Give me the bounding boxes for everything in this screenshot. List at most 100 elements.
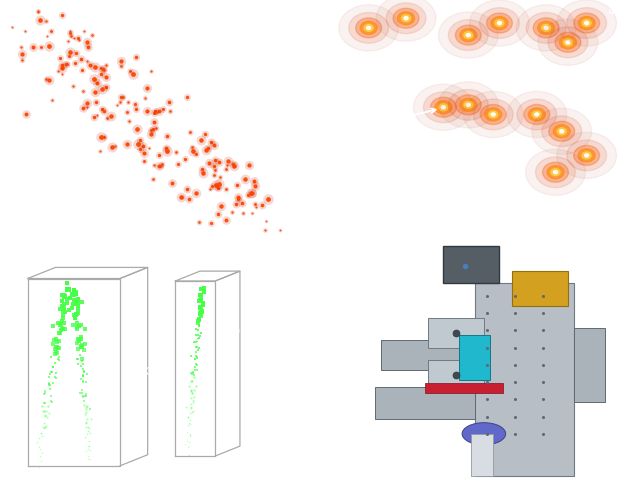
- FancyBboxPatch shape: [375, 387, 474, 419]
- Circle shape: [532, 112, 541, 119]
- Circle shape: [547, 166, 564, 180]
- Circle shape: [567, 141, 607, 171]
- Circle shape: [544, 27, 548, 30]
- Circle shape: [449, 90, 488, 121]
- Circle shape: [532, 109, 592, 155]
- Text: 50 nm: 50 nm: [524, 234, 555, 244]
- Circle shape: [364, 25, 373, 32]
- Text: Y: Y: [163, 330, 170, 341]
- Circle shape: [376, 0, 436, 42]
- Circle shape: [480, 105, 506, 125]
- Circle shape: [573, 146, 600, 166]
- Circle shape: [464, 92, 523, 138]
- Circle shape: [435, 102, 452, 115]
- FancyBboxPatch shape: [428, 318, 484, 348]
- FancyBboxPatch shape: [474, 284, 574, 476]
- FancyBboxPatch shape: [459, 336, 490, 380]
- FancyBboxPatch shape: [381, 341, 474, 370]
- Text: z: z: [189, 466, 195, 476]
- Circle shape: [557, 133, 617, 179]
- Circle shape: [479, 9, 519, 40]
- Circle shape: [535, 158, 575, 188]
- Circle shape: [582, 153, 591, 160]
- Circle shape: [548, 28, 588, 59]
- Circle shape: [367, 27, 371, 30]
- Circle shape: [441, 106, 446, 110]
- Circle shape: [464, 102, 473, 109]
- Circle shape: [439, 82, 498, 129]
- FancyBboxPatch shape: [425, 384, 502, 393]
- FancyBboxPatch shape: [512, 271, 568, 306]
- Circle shape: [402, 16, 411, 22]
- Circle shape: [507, 92, 567, 138]
- Circle shape: [535, 114, 539, 117]
- Circle shape: [553, 171, 557, 174]
- Circle shape: [456, 26, 481, 46]
- Circle shape: [439, 104, 448, 111]
- Circle shape: [464, 33, 473, 40]
- Circle shape: [487, 14, 512, 34]
- Circle shape: [473, 100, 513, 131]
- Circle shape: [555, 33, 581, 53]
- Ellipse shape: [462, 423, 505, 445]
- Circle shape: [339, 6, 399, 52]
- Circle shape: [560, 130, 563, 134]
- Text: Y: Y: [9, 266, 17, 280]
- Circle shape: [460, 99, 477, 112]
- Circle shape: [578, 149, 595, 163]
- FancyBboxPatch shape: [444, 247, 499, 284]
- Circle shape: [497, 22, 502, 25]
- Circle shape: [414, 85, 473, 131]
- Circle shape: [491, 18, 508, 31]
- Circle shape: [456, 96, 481, 116]
- Circle shape: [356, 19, 382, 39]
- Circle shape: [567, 9, 607, 40]
- Circle shape: [517, 100, 557, 131]
- Text: ΔZ≈50 nm: ΔZ≈50 nm: [218, 325, 275, 336]
- Circle shape: [553, 125, 570, 139]
- Circle shape: [557, 1, 617, 47]
- Circle shape: [491, 114, 495, 117]
- Circle shape: [573, 14, 600, 34]
- Circle shape: [582, 20, 591, 27]
- Text: X: X: [188, 257, 196, 266]
- Circle shape: [538, 20, 598, 66]
- Circle shape: [397, 13, 414, 26]
- Circle shape: [489, 112, 498, 119]
- Circle shape: [542, 25, 550, 32]
- Text: 14 nm: 14 nm: [331, 123, 364, 133]
- Circle shape: [542, 163, 568, 183]
- Circle shape: [542, 117, 582, 147]
- FancyBboxPatch shape: [428, 360, 484, 389]
- Circle shape: [516, 6, 576, 52]
- Circle shape: [460, 29, 477, 42]
- Text: 200 nm: 200 nm: [16, 234, 53, 244]
- Circle shape: [538, 22, 555, 35]
- Circle shape: [551, 169, 560, 176]
- Circle shape: [533, 19, 559, 39]
- Circle shape: [393, 9, 419, 29]
- Circle shape: [585, 155, 588, 158]
- Circle shape: [360, 22, 377, 35]
- Circle shape: [585, 22, 588, 25]
- Circle shape: [431, 98, 456, 118]
- Circle shape: [495, 20, 504, 27]
- Circle shape: [386, 4, 426, 35]
- Circle shape: [563, 40, 572, 47]
- Circle shape: [469, 1, 529, 47]
- Circle shape: [424, 93, 464, 123]
- Circle shape: [449, 20, 488, 51]
- Circle shape: [439, 13, 498, 59]
- Circle shape: [566, 41, 570, 45]
- FancyBboxPatch shape: [574, 328, 605, 402]
- Circle shape: [578, 18, 595, 31]
- Circle shape: [560, 37, 577, 50]
- Circle shape: [524, 105, 550, 125]
- Circle shape: [529, 109, 545, 122]
- Circle shape: [404, 18, 408, 21]
- Circle shape: [526, 14, 566, 44]
- Circle shape: [525, 150, 585, 196]
- Text: 4: 4: [608, 7, 615, 17]
- Circle shape: [485, 109, 502, 122]
- Circle shape: [349, 14, 389, 44]
